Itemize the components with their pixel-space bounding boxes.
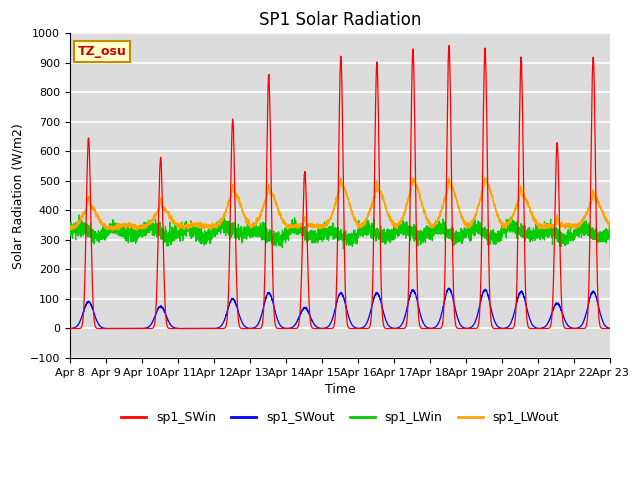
Legend: sp1_SWin, sp1_SWout, sp1_LWin, sp1_LWout: sp1_SWin, sp1_SWout, sp1_LWin, sp1_LWout <box>116 407 564 430</box>
Text: TZ_osu: TZ_osu <box>78 45 127 58</box>
Title: SP1 Solar Radiation: SP1 Solar Radiation <box>259 11 421 29</box>
X-axis label: Time: Time <box>324 383 355 396</box>
Y-axis label: Solar Radiation (W/m2): Solar Radiation (W/m2) <box>11 123 24 269</box>
